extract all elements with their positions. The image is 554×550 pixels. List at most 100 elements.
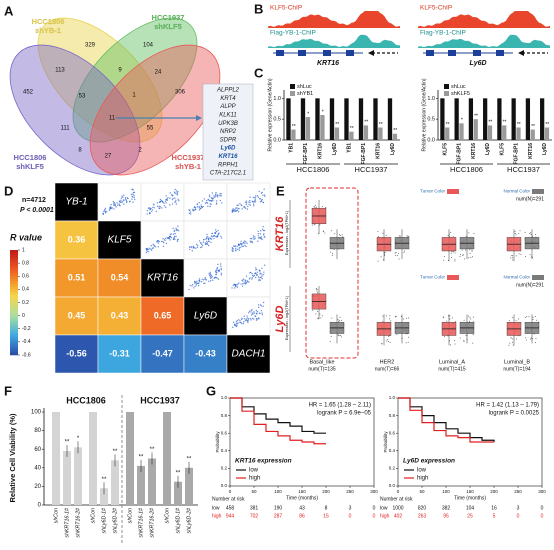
scatter-dot: [258, 269, 260, 272]
scatter-dot: [250, 311, 252, 313]
jitter: [508, 344, 510, 346]
scatter-dot: [260, 237, 262, 240]
risk-name: low: [212, 505, 220, 511]
jitter: [530, 234, 532, 236]
x-tick-label: Ly6D: [332, 143, 338, 155]
scatter-dot: [162, 245, 165, 248]
jitter: [443, 256, 445, 258]
scatter-dot: [210, 238, 213, 240]
jitter: [511, 257, 513, 259]
x-tick-label: 150: [298, 489, 306, 494]
scatter-dot: [255, 272, 257, 275]
group-label: HCC1937: [355, 165, 388, 174]
significance: *: [322, 109, 324, 115]
colorbar-step: [10, 347, 18, 351]
jitter: [518, 232, 520, 234]
scatter-dot: [252, 318, 255, 320]
chip-track: [418, 11, 550, 28]
exon: [276, 50, 284, 56]
scatter-dot: [255, 319, 258, 321]
scatter-dot: [111, 207, 114, 209]
scatter-dot: [250, 238, 253, 240]
scatter-dot: [193, 206, 196, 209]
jitter: [402, 318, 404, 320]
x-tick-label: 50: [419, 489, 425, 494]
jitter: [404, 250, 406, 252]
scatter-dot: [218, 269, 220, 272]
scatter-dot: [262, 273, 265, 276]
significance: **: [531, 124, 535, 130]
venn-count: 329: [85, 43, 96, 49]
scatter-dot: [147, 207, 150, 209]
colorbar-step: [10, 320, 18, 324]
scatter-dot: [210, 275, 213, 277]
scatter-dot: [148, 248, 150, 251]
scatter-dot: [164, 237, 167, 240]
scatter-dot: [200, 242, 202, 244]
jitter: [463, 254, 465, 256]
gene-label: Ly6D: [274, 305, 286, 332]
risk-count: 0: [373, 513, 376, 519]
venn-count: 113: [55, 68, 65, 74]
scatter-dot: [252, 203, 255, 205]
bar: [540, 98, 545, 140]
risk-count: 0: [373, 505, 376, 511]
scatter-dot: [236, 207, 238, 209]
colorbar-step: [10, 252, 18, 256]
y-tick-label: 0.5: [427, 117, 435, 123]
scatter-dot: [240, 318, 243, 321]
significance: **: [545, 122, 549, 128]
panel-letter: D: [4, 183, 13, 198]
scatter-dot: [203, 282, 205, 285]
colorbar-step: [10, 307, 18, 311]
jitter: [465, 235, 467, 237]
colorbar-step: [10, 302, 18, 306]
scatter-dot: [261, 191, 263, 194]
scatter-dot: [158, 201, 161, 204]
scatter-dot: [250, 309, 253, 311]
scatter-dot: [177, 225, 179, 227]
scatter-dot: [194, 208, 197, 211]
scatter-dot: [159, 200, 162, 203]
diagonal-cell: [54, 182, 99, 222]
bar: [52, 412, 60, 505]
scatter-dot: [206, 243, 209, 245]
scatter-dot: [258, 237, 260, 239]
correlation-cell: [97, 258, 142, 298]
scatter-dot: [257, 232, 260, 235]
jitter: [315, 313, 317, 315]
scatter-dot: [248, 201, 250, 203]
x-tick-label: shLy6D-2#: [186, 508, 192, 534]
colorbar-step: [10, 268, 18, 272]
colorbar-step: [10, 284, 18, 288]
scatter-dot: [242, 242, 244, 244]
colorbar-step: [10, 328, 18, 332]
scatter-dot: [119, 205, 121, 207]
scatter-dot: [177, 229, 180, 232]
panel-letter: F: [4, 383, 12, 398]
scatter-dot: [260, 305, 263, 307]
risk-count: 0: [349, 513, 352, 519]
scatter-dot: [103, 210, 105, 213]
jitter: [322, 230, 324, 232]
scatter-dot: [124, 198, 127, 200]
x-tick-label: KLF5: [442, 143, 448, 156]
colorbar-step: [10, 276, 18, 280]
scatter-dot: [193, 282, 196, 284]
scatter-dot: [251, 278, 253, 280]
jitter: [525, 339, 527, 341]
scatter-dot: [208, 280, 210, 283]
scatter-dot: [163, 241, 165, 244]
scatter-dot: [209, 237, 211, 239]
scatter-dot: [189, 209, 191, 212]
correlation-value: -0.31: [109, 348, 130, 358]
jitter: [514, 230, 516, 232]
y-tick-label: 0.2: [221, 466, 228, 471]
scatter-dot: [261, 228, 264, 231]
scatter-dot: [189, 211, 192, 213]
legend-label: shLuc: [451, 84, 466, 90]
scatter-dot: [122, 199, 125, 201]
jitter: [454, 340, 456, 342]
scatter-dot: [216, 202, 218, 204]
scatter-dot: [235, 321, 237, 323]
